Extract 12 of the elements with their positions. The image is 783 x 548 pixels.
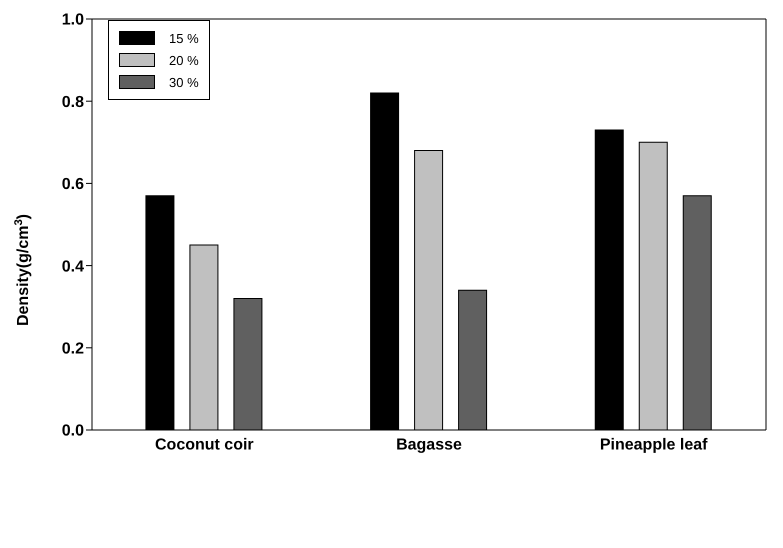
y-tick-label: 0.2 [62,340,84,358]
legend-label: 15 % [169,30,199,46]
legend-label: 30 % [169,74,199,90]
x-tick-label: Pineapple leaf [600,436,708,454]
y-tick-label: 0.0 [62,422,84,440]
y-tick-label: 1.0 [62,12,84,29]
y-tick-label: 0.6 [62,176,84,194]
x-tick-label: Coconut coir [154,436,254,454]
legend-label: 20 % [169,52,199,68]
y-tick-label: 0.4 [62,258,84,276]
y-tick-label: 0.8 [62,94,84,111]
x-tick-label: Bagasse [396,436,462,454]
